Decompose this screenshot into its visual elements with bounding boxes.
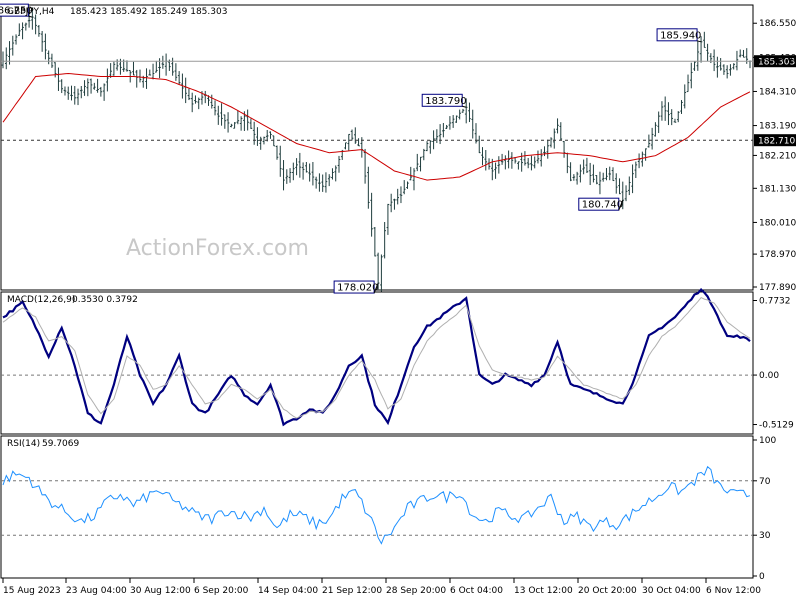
price-y-tick-label: 178.970 xyxy=(759,250,796,260)
macd-series-layer xyxy=(1,288,753,427)
macd-title: MACD(12,26,9) xyxy=(7,295,75,305)
price-annotation-box xyxy=(333,280,375,294)
rsi-title: RSI(14) xyxy=(7,439,40,449)
x-tick-label: 30 Oct 04:00 xyxy=(642,586,701,596)
price-annotation-label: 180.740 xyxy=(582,200,623,211)
x-tick-label: 23 Aug 04:00 xyxy=(66,586,127,596)
price-annotation-leader xyxy=(462,105,467,108)
price-y-tick-label: 184.310 xyxy=(759,87,796,97)
x-tick-label: 30 Aug 12:00 xyxy=(130,586,191,596)
macd-pane xyxy=(0,291,754,435)
rsi-y-tick-label: 0 xyxy=(759,572,765,582)
price-annotation-label: 186.750 xyxy=(0,6,33,17)
price-level-tag xyxy=(754,134,796,147)
price-title: GBPJPY,H4 xyxy=(7,7,55,17)
price-annotation-label: 178.020 xyxy=(337,283,378,294)
price-level-label: 182.710 xyxy=(758,137,795,147)
rsi-header-values: 59.7069 xyxy=(42,439,79,449)
axis-layer: 186.550 185.430 184.310 183.190 182.210 181.1… xyxy=(2,19,796,596)
rsi-line xyxy=(2,465,751,545)
x-tick-label: 15 Aug 2023 xyxy=(3,586,61,596)
x-tick-label: 6 Oct 04:00 xyxy=(450,586,503,596)
price-y-tick-label: 186.550 xyxy=(759,19,796,29)
price-pane xyxy=(0,4,754,291)
x-tick-label: 14 Sep 04:00 xyxy=(258,586,318,596)
price-annotation-label: 185.940 xyxy=(660,30,701,41)
price-annotation-box xyxy=(421,93,463,107)
price-annotation-leader xyxy=(28,15,33,18)
price-header-values: 185.423 185.492 185.249 185.303 xyxy=(70,7,227,17)
rsi-y-tick-label: 100 xyxy=(759,436,776,446)
price-annotation-box xyxy=(656,28,698,42)
price-level-tag xyxy=(754,55,796,68)
price-y-tick-label: 180.010 xyxy=(759,218,796,228)
price-y-tick-label: 177.890 xyxy=(759,283,796,293)
rsi-y-tick-label: 70 xyxy=(759,477,771,487)
macd-line xyxy=(2,288,751,427)
signal-line xyxy=(2,296,751,419)
price-series-layer: 185.303 182.710 186.750 183.790 178.020 185.9… xyxy=(0,3,796,294)
macd-y-tick-label: 0.7732 xyxy=(759,297,791,307)
x-tick-label: 6 Sep 20:00 xyxy=(194,586,249,596)
macd-header-values: 0.3530 0.3792 xyxy=(72,295,138,305)
x-tick-label: 13 Oct 12:00 xyxy=(514,586,573,596)
x-tick-label: 21 Sep 12:00 xyxy=(322,586,382,596)
price-annotation-box xyxy=(0,3,29,17)
price-y-tick-label: 185.430 xyxy=(759,53,796,63)
price-annotation-label: 183.790 xyxy=(425,96,466,107)
price-annotation-leader xyxy=(696,40,702,43)
rsi-series-layer xyxy=(1,465,753,545)
price-annotation-leader xyxy=(373,282,379,294)
macd-y-tick-label: 0.00 xyxy=(759,371,779,381)
rsi-y-tick-label: 30 xyxy=(759,531,771,541)
price-y-tick-label: 183.190 xyxy=(759,122,796,132)
price-y-tick-label: 182.210 xyxy=(759,151,796,161)
macd-y-tick-label: -0.5129 xyxy=(759,421,794,431)
x-tick-label: 6 Nov 12:00 xyxy=(706,586,761,596)
x-tick-label: 28 Sep 20:00 xyxy=(386,586,446,596)
price-level-label: 185.303 xyxy=(758,58,795,68)
price-y-tick-label: 181.130 xyxy=(759,184,796,194)
x-tick-label: 20 Oct 20:00 xyxy=(578,586,637,596)
rsi-pane xyxy=(0,435,754,579)
price-annotation-box xyxy=(578,197,620,211)
moving-average-line xyxy=(2,72,751,181)
price-annotation-leader xyxy=(618,200,624,211)
watermark: ActionForex.com xyxy=(126,236,309,261)
